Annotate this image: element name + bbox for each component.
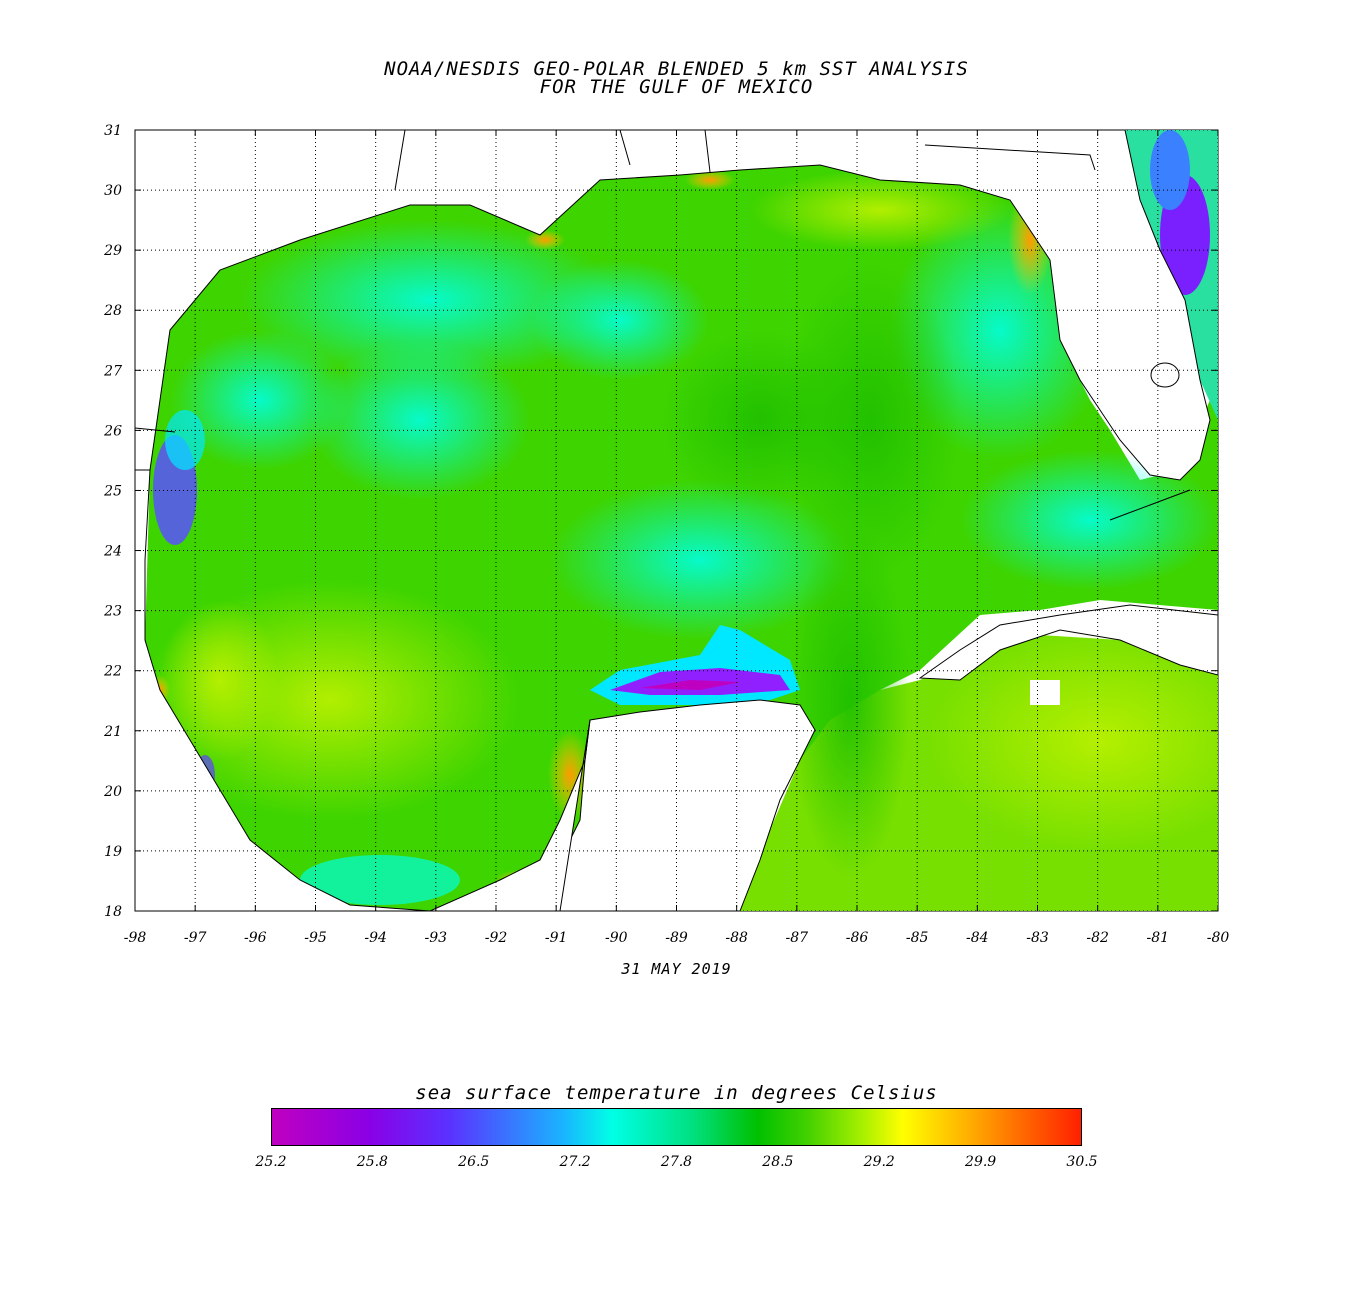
- campeche-land: [429, 719, 591, 911]
- lon-tick-label: -89: [665, 930, 688, 946]
- lon-tick-label: -85: [906, 930, 929, 946]
- lon-tick-label: -96: [244, 930, 267, 946]
- lon-tick-label: -86: [846, 930, 869, 946]
- lat-tick-label: 24: [103, 544, 122, 560]
- lat-tick-label: 22: [103, 664, 122, 680]
- colorbar: [271, 1108, 1082, 1146]
- yucatan-land: [559, 699, 816, 911]
- lon-tick-label: -91: [545, 930, 568, 946]
- sst-map: -98 -97 -96 -95 -94 -93 -92 -91 -90 -89 -88 -87 -86 -…: [103, 123, 1229, 946]
- mexico-land: [135, 469, 431, 911]
- colorbar-tick-label: 29.9: [965, 1154, 997, 1170]
- colorbar-tick-label: 28.5: [762, 1154, 794, 1170]
- lat-tick-label: 31: [104, 123, 122, 139]
- lon-tick-label: -95: [304, 930, 327, 946]
- lon-tick-label: -82: [1086, 930, 1109, 946]
- lon-tick-label: -92: [485, 930, 508, 946]
- lat-tick-label: 18: [104, 904, 122, 920]
- cuba-land: [918, 604, 1218, 681]
- colorbar-tick-label: 27.8: [660, 1154, 693, 1170]
- lon-tick-label: -97: [184, 930, 207, 946]
- colorbar-tick-label: 27.2: [559, 1154, 591, 1170]
- north-america-land: [135, 130, 1211, 481]
- lat-tick-label: 28: [103, 303, 122, 319]
- lon-tick-label: -93: [425, 930, 448, 946]
- colorbar-tick-label: 30.5: [1066, 1154, 1098, 1170]
- analysis-date: 31 MAY 2019: [621, 960, 732, 978]
- lat-tick-label: 25: [103, 483, 122, 499]
- lat-tick-label: 27: [103, 363, 122, 379]
- colorbar-tick-label: 26.5: [458, 1154, 490, 1170]
- lon-tick-label: -88: [725, 930, 748, 946]
- colorbar-tick-label: 25.2: [255, 1154, 287, 1170]
- lon-tick-label: -80: [1207, 930, 1230, 946]
- lat-tick-label: 21: [103, 724, 122, 740]
- sst-field: [135, 130, 1218, 911]
- lon-tick-label: -87: [786, 930, 809, 946]
- colorbar-tick-label: 29.2: [863, 1154, 895, 1170]
- axes: -98 -97 -96 -95 -94 -93 -92 -91 -90 -89 -88 -87 -86 -…: [103, 123, 1229, 946]
- lat-tick-label: 20: [103, 784, 122, 800]
- lat-tick-label: 29: [103, 243, 122, 259]
- colorbar-title: sea surface temperature in degrees Celsi…: [415, 1082, 938, 1104]
- lon-tick-label: -84: [966, 930, 989, 946]
- map-title-line1: NOAA/NESDIS GEO-POLAR BLENDED 5 km SST A…: [384, 58, 969, 80]
- lat-tick-label: 30: [104, 183, 122, 199]
- lat-tick-label: 23: [103, 604, 122, 620]
- lon-tick-label: -90: [605, 930, 628, 946]
- lon-tick-label: -81: [1147, 930, 1170, 946]
- map-title-line2: FOR THE GULF OF MEXICO: [539, 76, 814, 98]
- colorbar-tick-label: 25.8: [356, 1154, 388, 1170]
- lon-tick-label: -83: [1026, 930, 1049, 946]
- lat-tick-label: 19: [104, 844, 122, 860]
- lon-tick-label: -98: [124, 930, 147, 946]
- lat-tick-label: 26: [103, 423, 122, 439]
- lon-tick-label: -94: [364, 930, 387, 946]
